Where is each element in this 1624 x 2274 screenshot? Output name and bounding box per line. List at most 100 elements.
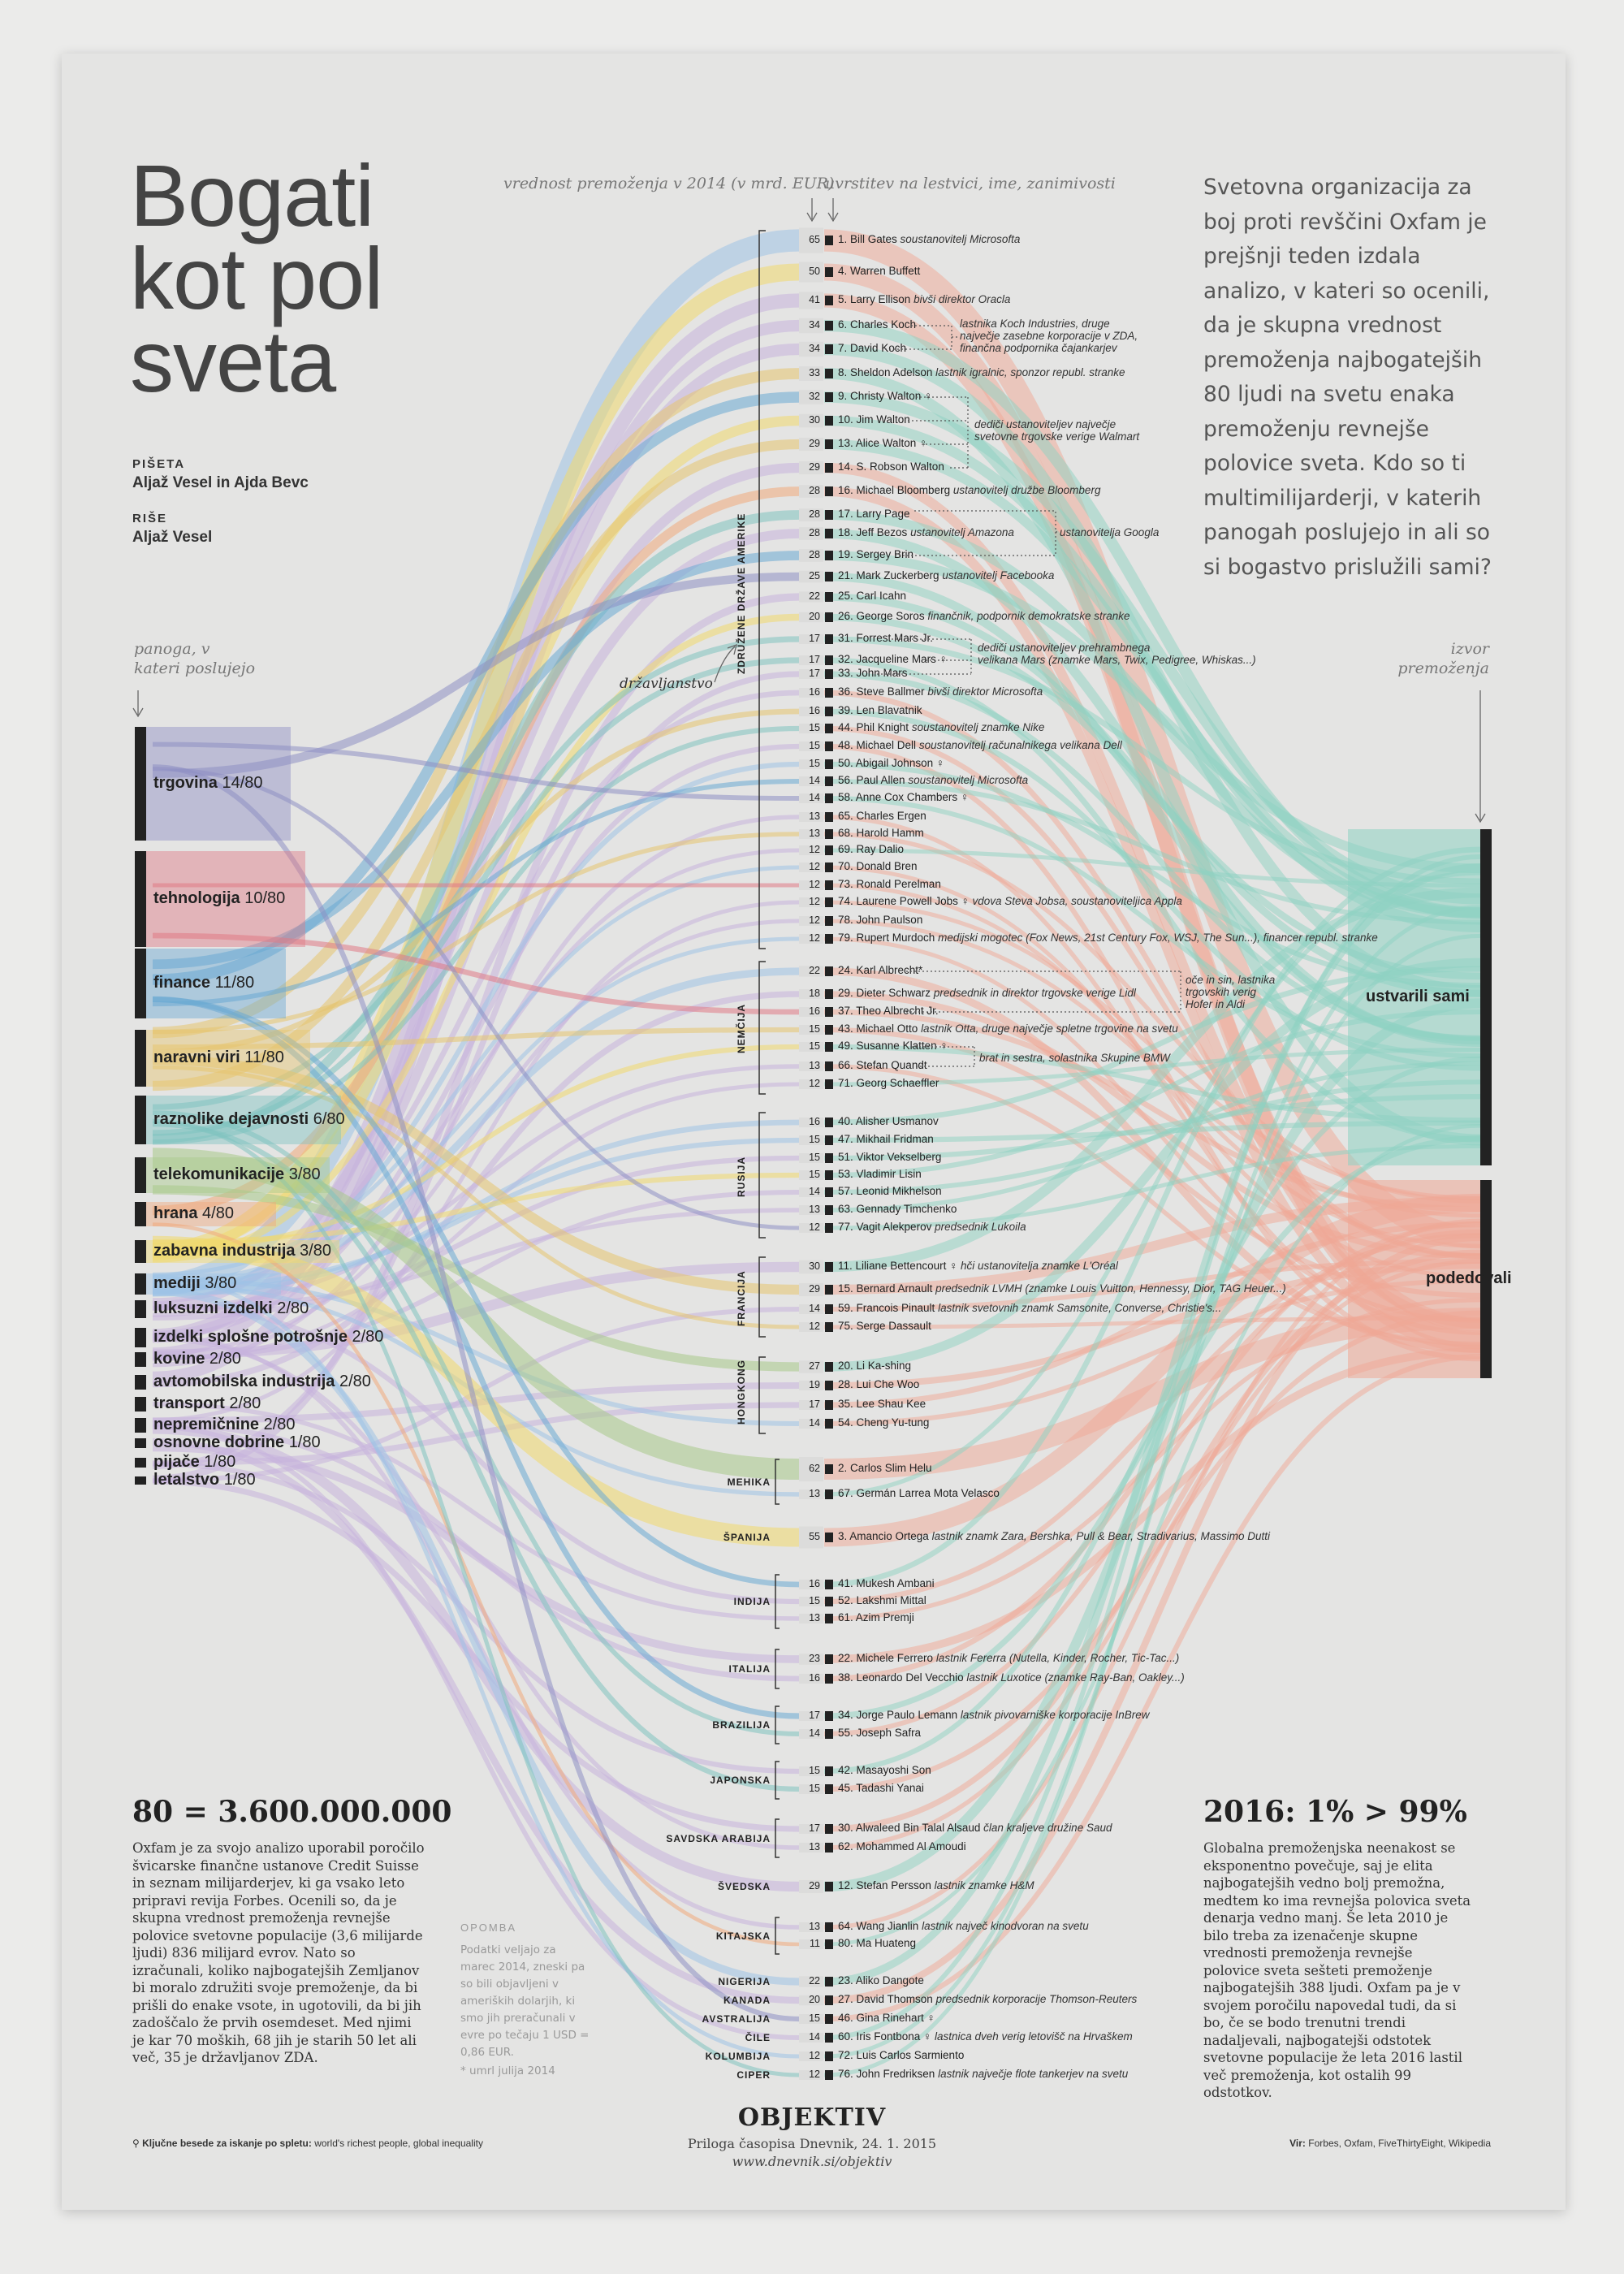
person-name: 23. Aliko Dangote [838, 1974, 924, 1987]
footer-keywords: ⚲ Ključne besede za iskanje po spletu: w… [132, 2138, 483, 2149]
value-box [799, 1995, 823, 2006]
industry-column-head: panoga, v kateri poslujejo [134, 639, 255, 678]
industry-bars [135, 727, 341, 1485]
industry-bar [135, 1240, 146, 1263]
industry-label: nepremičnine 2/80 [153, 1416, 296, 1434]
person-marker [825, 344, 833, 354]
person-name: 65. Charles Ergen [838, 810, 926, 822]
person-marker [825, 688, 833, 698]
person-marker [825, 2033, 833, 2043]
industry-name: transport [153, 1394, 225, 1412]
person-marker [825, 1362, 833, 1372]
wealth-value: 12 [809, 2069, 820, 2080]
wealth-value: 12 [809, 1221, 820, 1233]
person-marker [825, 1674, 833, 1684]
wealth-value: 15 [809, 722, 820, 733]
industry-label: naravni viri 11/80 [153, 1048, 284, 1067]
value-box [799, 845, 823, 855]
industry-label: izdelki splošne potrošnje 2/80 [153, 1328, 383, 1347]
person-name: 53. Vladimir Lisin [838, 1168, 922, 1180]
wealth-value: 22 [809, 590, 820, 602]
value-box [799, 390, 823, 404]
industry-name: izdelki splošne potrošnje [153, 1328, 348, 1346]
industry-bar [135, 1438, 146, 1448]
value-box [799, 1304, 823, 1314]
person-note: lastnik Otta, druge največje spletne trg… [921, 1022, 1178, 1035]
country-bracket [758, 230, 766, 949]
person-marker [825, 529, 833, 538]
person-name: 15. Bernard Arnault [838, 1282, 933, 1295]
person-marker [825, 724, 833, 733]
person-marker [825, 776, 833, 786]
person-name: 22. Michele Ferrero [838, 1652, 934, 1664]
wealth-value: 11 [810, 1938, 820, 1949]
person-row: 51. Viktor Vekselberg [838, 1151, 941, 1163]
person-name: 58. Anne Cox Chambers ♀ [838, 791, 969, 803]
person-row: 55. Joseph Safra [838, 1727, 921, 1739]
value-box [799, 2033, 823, 2043]
drawing-name: Aljaž Vesel [132, 529, 213, 546]
value-box [799, 318, 823, 334]
person-name: 63. Gennady Timchenko [838, 1203, 957, 1215]
person-marker [825, 1614, 833, 1623]
person-marker [825, 369, 833, 378]
industry-flow [152, 572, 800, 778]
search-icon: ⚲ [132, 2138, 140, 2149]
sources-text: Forbes, Oxfam, FiveThirtyEight, Wikipedi… [1308, 2138, 1491, 2149]
rank-column-head: uvrstitev na lestvici, ime, zanimivosti [825, 175, 1116, 192]
person-row: 72. Luis Carlos Sarmiento [838, 2049, 964, 2061]
person-row: 27. David Thomson predsednik korporacije… [838, 1993, 1137, 2005]
industry-flow [152, 900, 800, 1422]
person-name: 40. Alisher Usmanov [838, 1115, 939, 1127]
person-row: 33. John Mars [838, 667, 908, 679]
footer-url: www.dnevnik.si/objektiv [732, 2154, 892, 2169]
footer-sources: Vir: Forbes, Oxfam, FiveThirtyEight, Wik… [1218, 2138, 1491, 2149]
value-box [799, 527, 823, 540]
industry-name: naravni viri [153, 1048, 240, 1066]
value-box [799, 1322, 823, 1332]
value-box [799, 485, 823, 498]
person-name: 20. Li Ka-shing [838, 1360, 912, 1372]
bottom-left-text: Oxfam je za svojo analizo uporabil poroč… [132, 1840, 425, 2065]
wealth-value: 15 [809, 2012, 820, 2024]
wealth-value: 14 [809, 1727, 820, 1739]
person-marker [825, 759, 833, 769]
industry-band [146, 727, 291, 841]
person-row: 71. Georg Schaeffler [838, 1077, 939, 1089]
industry-flow [152, 996, 800, 1588]
person-marker [825, 1939, 833, 1949]
value-box [799, 612, 823, 623]
industry-bar [135, 727, 146, 841]
industry-flow [152, 657, 800, 1136]
person-note: predsednik in direktor trgovske verige L… [933, 987, 1136, 999]
person-marker [825, 862, 833, 872]
person-name: 73. Ronald Perelman [838, 878, 941, 890]
person-row: 14. S. Robson Walton [838, 460, 944, 473]
person-row: 75. Serge Dassault [838, 1320, 931, 1332]
person-name: 78. John Paulson [838, 914, 923, 926]
person-name: 59. Francois Pinault [838, 1302, 935, 1314]
person-marker [825, 486, 833, 496]
wealth-value: 15 [809, 1169, 820, 1180]
person-row: 65. Charles Ergen [838, 810, 926, 822]
person-row: 74. Laurene Powell Jobs ♀ vdova Steva Jo… [838, 895, 1182, 907]
value-box [799, 366, 823, 381]
industry-count: 2/80 [339, 1373, 371, 1390]
wealth-value: 29 [809, 438, 820, 449]
value-box [799, 916, 823, 926]
value-box [799, 1674, 823, 1684]
person-note: lastnik igralnic, sponzor republ. strank… [935, 366, 1125, 378]
person-row: 62. Mohammed Al Amoudi [838, 1840, 966, 1852]
person-name: 68. Harold Hamm [838, 827, 924, 839]
value-box [799, 880, 823, 890]
industry-bar [135, 1300, 146, 1318]
person-row: 48. Michael Dell soustanovitelj računaln… [838, 739, 1122, 751]
person-row: 8. Sheldon Adelson lastnik igralnic, spo… [838, 366, 1125, 378]
person-name: 79. Rupert Murdoch [838, 932, 935, 944]
industry-flow [152, 1137, 800, 1291]
person-row: 49. Susanne Klatten ♀ [838, 1040, 948, 1052]
person-row: 76. John Fredriksen lastnik največje flo… [838, 2068, 1128, 2080]
writers-label: PIŠETA [132, 457, 186, 471]
person-name: 66. Stefan Quandt [838, 1059, 927, 1071]
